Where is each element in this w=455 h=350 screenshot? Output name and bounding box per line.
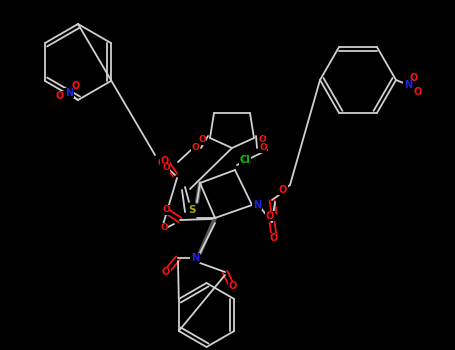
Text: O: O: [162, 205, 170, 215]
Text: O: O: [198, 135, 206, 145]
Text: N: N: [191, 253, 199, 263]
Text: O: O: [162, 163, 170, 173]
Text: N: N: [65, 88, 73, 98]
Text: O: O: [279, 185, 287, 195]
Text: N: N: [253, 200, 261, 210]
Text: O: O: [161, 156, 169, 166]
Text: N: N: [404, 80, 412, 90]
Text: S: S: [188, 205, 196, 215]
Text: O: O: [191, 144, 199, 153]
Text: O: O: [266, 211, 274, 221]
Text: O: O: [56, 91, 64, 101]
Text: O: O: [258, 135, 266, 145]
Text: O: O: [259, 144, 267, 153]
Text: O: O: [72, 81, 80, 91]
Text: O: O: [414, 87, 422, 97]
Text: O: O: [162, 267, 170, 277]
Text: O: O: [158, 158, 166, 168]
Text: O: O: [410, 73, 418, 83]
Text: Cl: Cl: [240, 155, 250, 165]
Text: O: O: [229, 281, 237, 291]
Text: O: O: [270, 233, 278, 243]
Text: O: O: [160, 224, 168, 232]
